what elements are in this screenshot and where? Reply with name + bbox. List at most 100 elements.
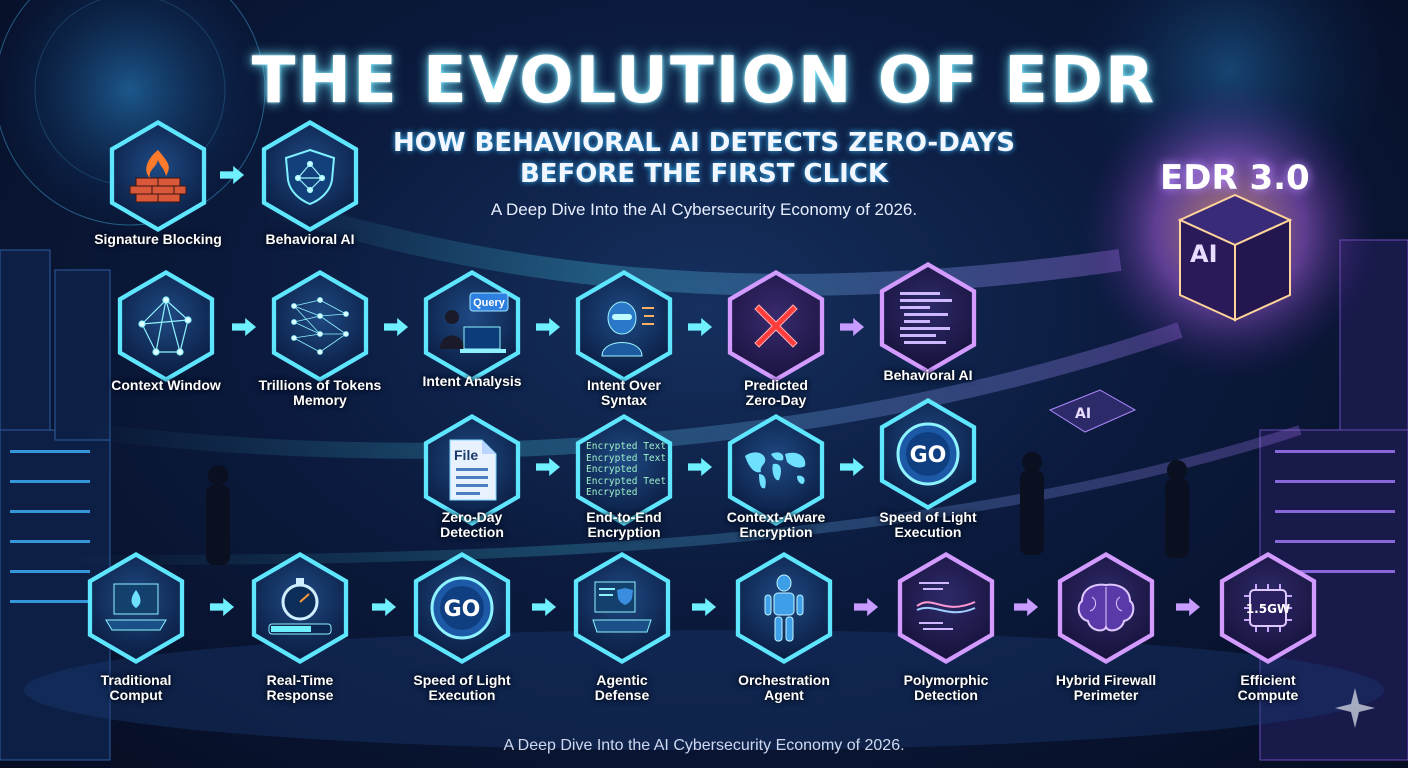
label-line-2: Encryption xyxy=(587,524,661,540)
world-map-icon xyxy=(728,414,824,526)
node-real-time-response xyxy=(251,552,349,664)
robot-head-icon xyxy=(576,270,672,382)
label-line-2: Zero-Day xyxy=(745,392,807,408)
ai-cube xyxy=(1177,193,1293,322)
label-line-1: End-to-End xyxy=(586,509,662,525)
ai-cube-label: AI xyxy=(1190,240,1218,268)
label-speed-of-light-2: Speed of Light Execution xyxy=(387,673,537,703)
neural-mesh-icon xyxy=(272,270,368,382)
label-line-2: Defense xyxy=(594,687,650,703)
label-line-1: Speed of Light xyxy=(879,509,977,525)
tagline: A Deep Dive Into the AI Cybersecurity Ec… xyxy=(490,200,918,219)
label-agentic-defense: Agentic Defense xyxy=(547,673,697,703)
label-context-window: Context Window xyxy=(111,377,221,393)
subtitle-line-2: BEFORE THE FIRST CLICK xyxy=(519,159,889,189)
node-agentic-defense xyxy=(573,552,671,664)
node-signature-blocking xyxy=(109,120,207,232)
label-line-1: Trillions of Tokens xyxy=(258,377,382,393)
label-line-2: Detection xyxy=(440,524,504,540)
label-line-2: Memory xyxy=(293,392,347,408)
go-button-icon: GO xyxy=(880,398,976,510)
label-intent-analysis: Intent Analysis xyxy=(422,373,522,389)
node-speed-of-light-2: GO xyxy=(413,552,511,664)
analyst-laptop-icon: Query xyxy=(424,270,520,382)
node-hybrid-firewall xyxy=(1057,552,1155,664)
footer-caption: A Deep Dive Into the AI Cybersecurity Ec… xyxy=(503,737,905,754)
node-polymorphic-detection xyxy=(897,552,995,664)
file-document-icon: File xyxy=(424,414,520,526)
code-wave-icon xyxy=(898,552,994,664)
encrypted-line: Encrypted Teet xyxy=(586,475,667,487)
label-line-1: Polymorphic xyxy=(903,672,989,688)
subtitle: HOW BEHAVIORAL AI DETECTS ZERO-DAYS BEFO… xyxy=(0,128,1408,190)
query-bubble-text: Query xyxy=(473,297,506,309)
label-trillions-tokens: Trillions of Tokens Memory xyxy=(245,378,395,408)
page-title: THE EVOLUTION OF EDR xyxy=(251,44,1157,118)
chip-icon: 1.5GW xyxy=(1220,552,1316,664)
label-line-1: Agentic xyxy=(596,672,648,688)
label-line-2: Execution xyxy=(894,524,962,540)
ai-chip-small xyxy=(1048,389,1137,433)
label-line-2: Comput xyxy=(109,687,163,703)
label-line-1: Traditional xyxy=(100,672,172,688)
node-behavioral-ai-1 xyxy=(261,120,359,232)
label-line-1: Real-Time xyxy=(266,672,334,688)
label-polymorphic-detection: Polymorphic Detection xyxy=(871,673,1021,703)
label-line-1: Context-Aware xyxy=(726,509,826,525)
label-zero-day-detection: Zero-Day Detection xyxy=(397,510,547,540)
label-line-1: Zero-Day xyxy=(441,509,503,525)
encrypted-line: Encrypted xyxy=(586,487,638,499)
label-line-2: Encryption xyxy=(739,524,813,540)
label-line-1: Efficient xyxy=(1240,672,1296,688)
silhouettes xyxy=(206,452,1189,565)
shield-network-icon xyxy=(262,120,358,232)
label-line-2: Syntax xyxy=(601,392,647,408)
label-efficient-compute: Efficient Compute xyxy=(1193,673,1343,703)
node-efficient-compute: 1.5GW xyxy=(1219,552,1317,664)
encrypted-line: Encrypted Text xyxy=(586,441,667,453)
svg-text:AI: AI xyxy=(1075,406,1091,422)
label-line-1: Predicted xyxy=(744,377,808,393)
label-line-1: Orchestration xyxy=(738,672,830,688)
workstation-icon xyxy=(574,552,670,664)
label-line-1: Speed of Light xyxy=(413,672,511,688)
encrypted-line: Encrypted Text xyxy=(586,452,667,464)
subtitle-line-1: HOW BEHAVIORAL AI DETECTS ZERO-DAYS xyxy=(392,128,1015,158)
label-context-aware-encryption: Context-Aware Encryption xyxy=(701,510,851,540)
label-line-2: Perimeter xyxy=(1073,687,1139,703)
code-screen-icon xyxy=(880,262,976,374)
stopwatch-icon xyxy=(252,552,348,664)
red-x-icon xyxy=(728,270,824,382)
encrypted-text-icon: Encrypted Text Encrypted Text Encrypted … xyxy=(576,414,672,526)
node-orchestration-agent xyxy=(735,552,833,664)
label-real-time-response: Real-Time Response xyxy=(225,673,375,703)
label-end-to-end-encryption: End-to-End Encryption xyxy=(549,510,699,540)
label-line-2: Agent xyxy=(764,687,804,703)
file-label: File xyxy=(454,447,478,463)
label-orchestration-agent: Orchestration Agent xyxy=(709,673,859,703)
label-line-2: Compute xyxy=(1237,687,1299,703)
label-hybrid-firewall: Hybrid Firewall Perimeter xyxy=(1031,673,1181,703)
firewall-brick-icon xyxy=(110,120,206,232)
node-traditional-compute xyxy=(87,552,185,664)
go-button-icon: GO xyxy=(414,552,510,664)
label-line-2: Execution xyxy=(428,687,496,703)
label-speed-of-light-1: Speed of Light Execution xyxy=(853,510,1003,540)
label-behavioral-ai-2: Behavioral AI xyxy=(883,367,973,383)
node-graph-icon xyxy=(118,270,214,382)
humanoid-robot-icon xyxy=(736,552,832,664)
go-text: GO xyxy=(910,443,947,468)
server-racks-left xyxy=(0,249,111,761)
label-line-2: Detection xyxy=(914,687,978,703)
label-behavioral-ai-1: Behavioral AI xyxy=(265,231,355,247)
edr-version-badge: EDR 3.0 xyxy=(1160,158,1310,198)
laptop-flame-icon xyxy=(88,552,184,664)
label-line-1: Hybrid Firewall xyxy=(1055,672,1157,688)
label-signature-blocking: Signature Blocking xyxy=(94,231,222,247)
label-predicted-zero-day: Predicted Zero-Day xyxy=(701,378,851,408)
label-traditional-compute: Traditional Comput xyxy=(61,673,211,703)
encrypted-line: Encrypted xyxy=(586,464,638,476)
go-text: GO xyxy=(444,597,481,622)
brain-icon xyxy=(1058,552,1154,664)
